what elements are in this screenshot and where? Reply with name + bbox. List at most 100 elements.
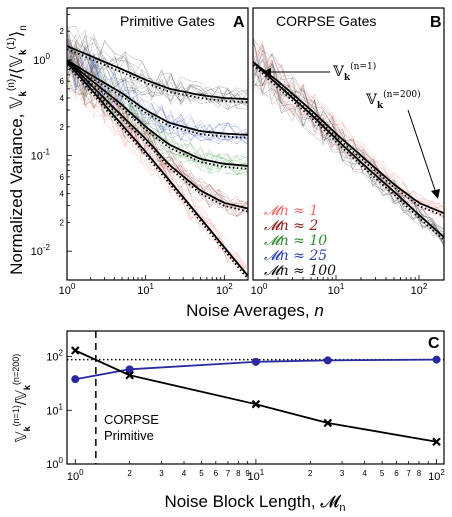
x-minor-label: 7 [406,469,411,478]
point-CORPSE [125,365,134,374]
trace-line [66,38,249,216]
x-tick-label: 100 [251,282,268,297]
trace-line [66,39,249,145]
x-minor-label: 8 [417,469,422,478]
legend-a-item-1: 𝓜n ≈ 1 [264,203,318,219]
legend-a-item-4: 𝓜n ≈ 25 [264,248,327,264]
model-line-𝓜n ≈ 100 [252,64,445,241]
trace-line [252,40,445,210]
trace-line [66,43,249,142]
legend-a-item-5: 𝓜n ≈ 100 [264,263,336,279]
x-minor-label: 9 [245,469,250,478]
trace-line [66,55,249,174]
trace-line [66,36,249,104]
y-tick-label: 10-2 [31,243,51,258]
trace-line [66,40,249,274]
y-minor-label: 6 [60,173,65,182]
trace-line [66,52,249,214]
legend-c-primitive: Primitive [104,428,154,443]
trace-line [66,54,249,277]
legend-a-item-3: 𝓜n ≈ 10 [264,233,327,249]
panel-c-frame [66,330,445,465]
y-minor-label: 2 [60,27,65,36]
panel-c-letter: C [428,335,440,352]
x-minor-label: 4 [182,469,187,478]
point-Primitive [251,399,261,409]
y-minor-label: 4 [60,190,65,199]
legend-c-corpse: CORPSE [104,412,159,427]
trace-line [252,35,445,215]
mean-line-𝓜n ≈ 25 [66,59,249,136]
x-minor-label: 2 [127,469,132,478]
x-tick-label: 101 [328,282,345,297]
x-minor-label: 2 [308,469,313,478]
trace-line [66,74,249,210]
panel-b-means [252,61,445,241]
trace-line [66,31,249,141]
x-minor-label: 5 [380,469,385,478]
top-x-label: Noise Averages, n [186,301,324,320]
trace-line [252,58,445,230]
annotation-n1-v: 𝕍 [332,64,345,80]
svg-text:𝕍k(n=1)/𝕍k(n=200): 𝕍k(n=1)/𝕍k(n=200) [11,354,32,442]
trace-line [66,46,249,217]
point-CORPSE [323,356,332,365]
trace-line [66,57,248,210]
panel-a-means [66,45,249,280]
trace-line [66,53,249,170]
y-minor-label: 6 [60,77,65,86]
trace-line [66,36,249,208]
trace-line [252,65,445,239]
trace-line [66,49,249,145]
point-CORPSE [432,355,441,364]
panel-a-letter: A [233,14,245,31]
point-CORPSE [251,357,260,366]
svg-text:𝕍k(n=200): 𝕍k(n=200) [365,89,421,111]
top-y-label: Normalized Variance, 𝕍k(n)/⟨𝕍k(1)⟩n [6,25,29,275]
svg-text:Normalized Variance, 𝕍k(n)/⟨�: Normalized Variance, 𝕍k(n)/⟨𝕍k(1)⟩n [6,25,29,275]
bottom-y-label: 𝕍k(n=1)/𝕍k(n=200) [11,354,32,442]
trace-line [66,33,249,109]
trace-line [66,39,249,104]
model-line-𝓜n ≈ 100 [66,48,249,103]
panel-c-lines [67,331,444,464]
model-line-𝓜n ≈ 2 [66,62,249,213]
x-tick-label: 101 [248,468,265,483]
x-minor-label: 7 [226,469,231,478]
x-tick-label: 102 [411,282,428,297]
panel-b-title: CORPSE Gates [276,13,376,29]
svg-text:𝕍k(n=1): 𝕍k(n=1) [332,61,376,83]
bottom-x-label: Noise Block Length, 𝓜n [164,492,345,514]
y-tick-label: 100 [33,52,50,67]
trace-line [252,42,445,211]
x-tick-label: 100 [67,468,84,483]
mean-line-𝓜n ≈ 10 [66,59,249,167]
trace-line [66,42,249,145]
x-minor-label: 8 [236,469,241,478]
y-minor-label: 2 [60,123,65,132]
trace-line [66,25,249,102]
trace-line [252,42,445,220]
panel-a-frame [66,7,249,281]
trace-line [66,41,249,211]
trace-line [66,58,249,217]
trace-line [252,40,445,211]
trace-line [66,54,249,145]
x-tick-label: 102 [428,468,445,483]
mean-line-𝓜n ≈ 2 [66,59,249,210]
trace-line [252,58,445,248]
axis-ticks: 100 101 102 100 101 102 100 2 10-1 2 4 6 10-2 2 4 6 100 2… [31,14,445,483]
y-tick-label: 100 [46,456,63,471]
point-Primitive [323,418,333,428]
mean-line-𝓜n ≈ 1 [252,61,445,215]
panel-a-title: Primitive Gates [120,13,215,29]
x-minor-label: 3 [340,469,345,478]
x-minor-label: 6 [214,469,219,478]
x-minor-label: 4 [362,469,367,478]
trace-line [66,58,249,110]
y-tick-label: 10-1 [31,148,51,163]
trace-line [66,61,249,141]
panel-b-letter: B [430,14,442,31]
point-CORPSE [71,375,80,384]
